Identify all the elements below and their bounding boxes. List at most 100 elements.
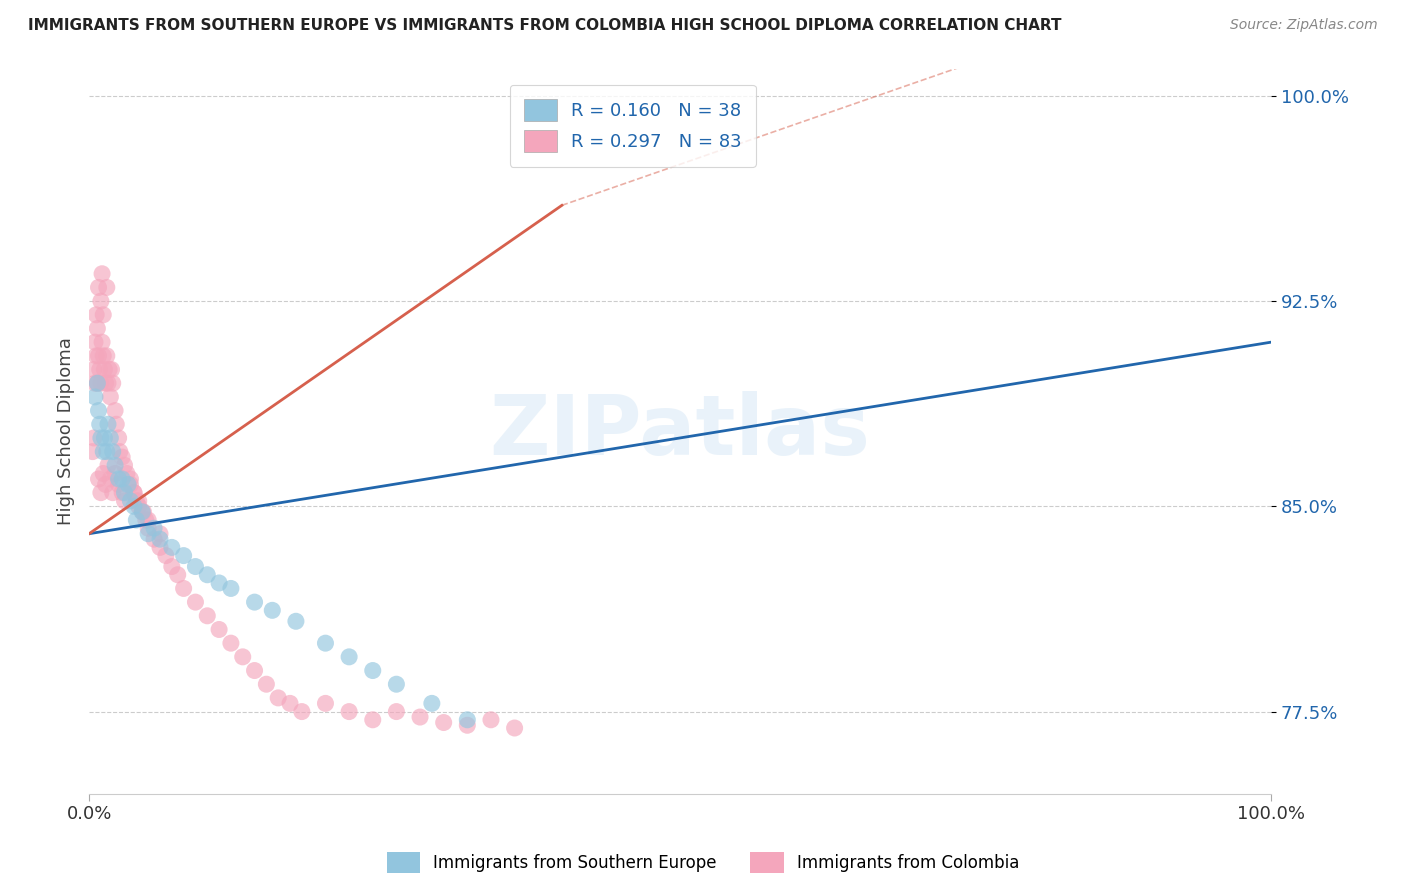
- Point: [337, 649, 360, 664]
- Point: [84, 390, 107, 404]
- Point: [219, 636, 242, 650]
- Point: [337, 705, 360, 719]
- Point: [96, 444, 118, 458]
- Point: [503, 721, 526, 735]
- Point: [94, 477, 117, 491]
- Point: [314, 697, 336, 711]
- Point: [385, 677, 408, 691]
- Point: [479, 713, 502, 727]
- Point: [114, 494, 136, 508]
- Point: [184, 595, 207, 609]
- Point: [90, 485, 112, 500]
- Point: [120, 494, 142, 508]
- Point: [208, 576, 231, 591]
- Point: [131, 505, 153, 519]
- Point: [111, 485, 134, 500]
- Point: [149, 526, 172, 541]
- Point: [89, 417, 111, 432]
- Point: [114, 485, 136, 500]
- Point: [243, 664, 266, 678]
- Point: [97, 376, 120, 391]
- Point: [125, 513, 148, 527]
- Point: [83, 431, 105, 445]
- Point: [135, 513, 157, 527]
- Point: [120, 472, 142, 486]
- Point: [104, 467, 127, 481]
- Point: [98, 431, 121, 445]
- Point: [105, 417, 128, 432]
- Point: [456, 718, 478, 732]
- Point: [291, 705, 314, 719]
- Point: [107, 477, 129, 491]
- Point: [93, 362, 115, 376]
- Point: [87, 280, 110, 294]
- Point: [87, 472, 110, 486]
- Point: [409, 710, 432, 724]
- Point: [111, 450, 134, 464]
- Point: [361, 664, 384, 678]
- Point: [82, 444, 104, 458]
- Point: [87, 403, 110, 417]
- Point: [136, 513, 159, 527]
- Point: [84, 349, 107, 363]
- Point: [100, 362, 122, 376]
- Point: [160, 541, 183, 555]
- Point: [456, 713, 478, 727]
- Point: [117, 477, 139, 491]
- Point: [98, 390, 121, 404]
- Point: [84, 335, 107, 350]
- Point: [385, 705, 408, 719]
- Point: [115, 467, 138, 481]
- Point: [166, 567, 188, 582]
- Point: [284, 615, 307, 629]
- Point: [86, 376, 108, 391]
- Point: [122, 485, 145, 500]
- Point: [160, 559, 183, 574]
- Point: [433, 715, 456, 730]
- Point: [90, 431, 112, 445]
- Point: [101, 376, 124, 391]
- Point: [208, 623, 231, 637]
- Point: [128, 500, 150, 514]
- Point: [128, 494, 150, 508]
- Point: [91, 308, 114, 322]
- Point: [143, 521, 166, 535]
- Point: [96, 349, 118, 363]
- Point: [89, 362, 111, 376]
- Legend: R = 0.160   N = 38, R = 0.297   N = 83: R = 0.160 N = 38, R = 0.297 N = 83: [509, 85, 756, 167]
- Point: [262, 603, 284, 617]
- Point: [98, 472, 121, 486]
- Text: Source: ZipAtlas.com: Source: ZipAtlas.com: [1230, 18, 1378, 32]
- Text: IMMIGRANTS FROM SOUTHERN EUROPE VS IMMIGRANTS FROM COLOMBIA HIGH SCHOOL DIPLOMA : IMMIGRANTS FROM SOUTHERN EUROPE VS IMMIG…: [28, 18, 1062, 33]
- Point: [136, 526, 159, 541]
- Point: [149, 532, 172, 546]
- Point: [97, 417, 120, 432]
- Point: [86, 321, 108, 335]
- Point: [94, 376, 117, 391]
- Point: [91, 444, 114, 458]
- Point: [104, 403, 127, 417]
- Point: [267, 690, 290, 705]
- Point: [184, 559, 207, 574]
- Point: [111, 472, 134, 486]
- Point: [125, 494, 148, 508]
- Text: ZIPatlas: ZIPatlas: [489, 391, 870, 472]
- Point: [132, 505, 155, 519]
- Point: [219, 582, 242, 596]
- Point: [195, 567, 218, 582]
- Point: [91, 267, 114, 281]
- Point: [278, 697, 301, 711]
- Point: [90, 294, 112, 309]
- Point: [87, 349, 110, 363]
- Point: [84, 376, 107, 391]
- Point: [155, 549, 177, 563]
- Point: [107, 472, 129, 486]
- Point: [131, 505, 153, 519]
- Point: [101, 444, 124, 458]
- Point: [90, 376, 112, 391]
- Point: [122, 485, 145, 500]
- Point: [86, 376, 108, 391]
- Point: [173, 549, 195, 563]
- Point: [91, 335, 114, 350]
- Point: [83, 362, 105, 376]
